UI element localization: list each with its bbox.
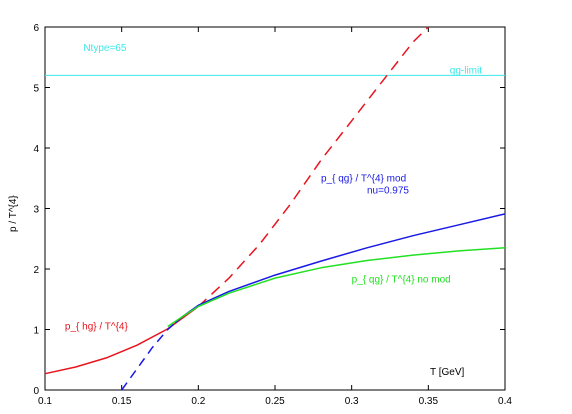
annotation-ntype: Ntype=65 — [83, 43, 127, 54]
x-tick-label: 0.2 — [191, 396, 205, 407]
x-tick-label: 0.15 — [112, 396, 132, 407]
y-tick-label: 3 — [33, 205, 39, 216]
series-line-qg-mod-dashed — [121, 322, 176, 391]
x-tick-label: 0.4 — [498, 396, 512, 407]
x-tick-label: 0.1 — [38, 396, 52, 407]
x-tick-label: 0.3 — [345, 396, 359, 407]
y-tick-label: 6 — [33, 23, 39, 34]
series-line-qg-nomod — [167, 247, 506, 328]
y-axis-label: p / T^{4} — [8, 195, 19, 232]
series-line-qg-mod-solid — [174, 213, 506, 324]
series-line-hg-dashed — [197, 26, 429, 308]
y-tick-label: 5 — [33, 84, 39, 95]
series-line-hg-solid — [44, 305, 199, 375]
x-axis-label: T [GeV] — [430, 367, 464, 378]
x-tick-label: 0.25 — [265, 396, 285, 407]
annotation-nomod-label: p_{ qg} / T^{4} no mod — [352, 274, 451, 285]
annotation-hg-label: p_{ hg} / T^{4} — [65, 322, 129, 333]
y-tick-label: 4 — [33, 144, 39, 155]
annotation-qg-limit: qg-limit — [450, 66, 482, 77]
y-tick-label: 0 — [33, 386, 39, 397]
annotation-nu-label: nu=0.975 — [367, 185, 409, 196]
y-tick-label: 2 — [33, 265, 39, 276]
y-tick-label: 1 — [33, 326, 39, 337]
plot-frame — [44, 26, 506, 391]
annotation-mod-label: p_{ qg} / T^{4} mod — [321, 173, 406, 184]
x-tick-label: 0.35 — [419, 396, 439, 407]
